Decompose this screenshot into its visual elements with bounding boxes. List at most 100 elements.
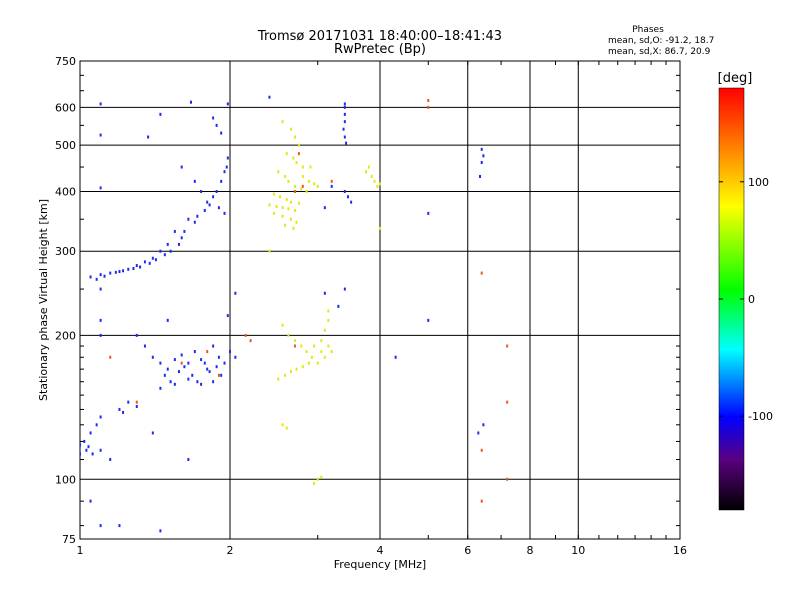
data-point bbox=[187, 217, 190, 221]
data-point bbox=[215, 365, 218, 369]
data-point bbox=[180, 361, 183, 365]
data-point bbox=[159, 112, 162, 116]
data-point bbox=[217, 206, 220, 210]
data-point bbox=[196, 214, 199, 218]
data-point bbox=[159, 529, 162, 533]
data-point bbox=[135, 264, 138, 268]
data-point bbox=[226, 102, 229, 106]
y-axis-label: Stationary phase Virtual Height [km] bbox=[37, 199, 50, 401]
data-point bbox=[89, 431, 92, 435]
data-point bbox=[506, 477, 509, 481]
data-point bbox=[220, 373, 223, 377]
data-point bbox=[376, 184, 379, 188]
data-point bbox=[99, 318, 102, 322]
data-point bbox=[480, 448, 483, 452]
phase-info-x: mean, sd,X: 86.7, 20.9 bbox=[608, 47, 711, 57]
data-point bbox=[330, 184, 333, 188]
data-point bbox=[187, 457, 190, 461]
data-point bbox=[482, 154, 485, 158]
x-tick-label: 4 bbox=[377, 544, 384, 557]
data-point bbox=[177, 242, 180, 246]
data-point bbox=[307, 361, 310, 365]
data-point bbox=[272, 192, 275, 196]
data-point bbox=[212, 380, 215, 384]
data-point bbox=[370, 174, 373, 178]
data-point bbox=[316, 361, 319, 365]
data-point bbox=[99, 415, 102, 419]
data-point bbox=[307, 179, 310, 183]
data-point bbox=[480, 160, 483, 164]
chart-subtitle: RwPretec (Bp) bbox=[334, 42, 426, 57]
data-point bbox=[373, 179, 376, 183]
data-point bbox=[343, 112, 346, 116]
data-point bbox=[249, 339, 252, 343]
data-point bbox=[89, 499, 92, 503]
data-point bbox=[301, 184, 304, 188]
data-point bbox=[206, 367, 209, 371]
colorbar: [deg] 100 0 -100 bbox=[718, 71, 773, 511]
colorbar-tick-label: 0 bbox=[748, 293, 755, 306]
data-point bbox=[300, 187, 303, 191]
data-point bbox=[193, 179, 196, 183]
data-point bbox=[394, 355, 397, 359]
data-point bbox=[95, 423, 98, 427]
data-point bbox=[268, 95, 271, 99]
data-point bbox=[343, 189, 346, 193]
data-point bbox=[220, 131, 223, 135]
data-point bbox=[169, 380, 172, 384]
data-point bbox=[89, 275, 92, 279]
data-point bbox=[215, 123, 218, 127]
data-point bbox=[379, 182, 381, 186]
colorbar-tick-label: -100 bbox=[748, 410, 773, 423]
grid-lines bbox=[80, 61, 680, 539]
data-point bbox=[293, 189, 296, 193]
data-point bbox=[226, 314, 229, 318]
data-point bbox=[166, 367, 169, 371]
data-point bbox=[148, 261, 151, 265]
data-point bbox=[159, 386, 162, 390]
y-tick-label: 750 bbox=[55, 55, 76, 68]
data-point bbox=[285, 426, 288, 430]
data-point bbox=[284, 223, 287, 227]
data-point bbox=[345, 141, 348, 145]
data-point bbox=[191, 373, 194, 377]
data-point bbox=[203, 361, 206, 365]
data-point bbox=[99, 448, 102, 452]
data-point bbox=[292, 156, 295, 160]
data-point bbox=[295, 220, 298, 224]
data-point bbox=[147, 135, 150, 139]
data-point bbox=[223, 361, 226, 365]
data-point bbox=[337, 304, 340, 308]
data-point bbox=[316, 184, 319, 188]
data-point bbox=[151, 355, 154, 359]
data-point bbox=[166, 318, 169, 322]
data-point bbox=[114, 270, 117, 274]
data-point bbox=[166, 242, 169, 246]
data-point bbox=[320, 350, 323, 354]
x-tick-label: 10 bbox=[571, 544, 585, 557]
data-point bbox=[127, 267, 130, 271]
data-point bbox=[482, 423, 485, 427]
data-point bbox=[330, 350, 333, 354]
data-point bbox=[187, 361, 190, 365]
data-point bbox=[135, 404, 138, 408]
y-tick-label: 300 bbox=[55, 245, 76, 258]
data-point bbox=[109, 271, 112, 275]
data-point bbox=[284, 373, 287, 377]
data-point bbox=[301, 365, 304, 369]
data-point bbox=[132, 267, 135, 271]
data-point bbox=[289, 370, 292, 374]
data-point bbox=[330, 179, 333, 183]
data-point bbox=[480, 271, 483, 275]
phase-info-o: mean, sd,O: -91.2, 18.7 bbox=[608, 36, 714, 46]
data-point bbox=[279, 195, 282, 199]
data-point bbox=[229, 350, 231, 354]
x-tick-label: 6 bbox=[464, 544, 471, 557]
plot-frame bbox=[79, 60, 681, 540]
y-tick-label: 200 bbox=[55, 329, 76, 342]
data-point bbox=[313, 182, 316, 186]
data-point bbox=[208, 203, 211, 207]
data-point bbox=[479, 174, 482, 178]
data-point bbox=[217, 355, 220, 359]
